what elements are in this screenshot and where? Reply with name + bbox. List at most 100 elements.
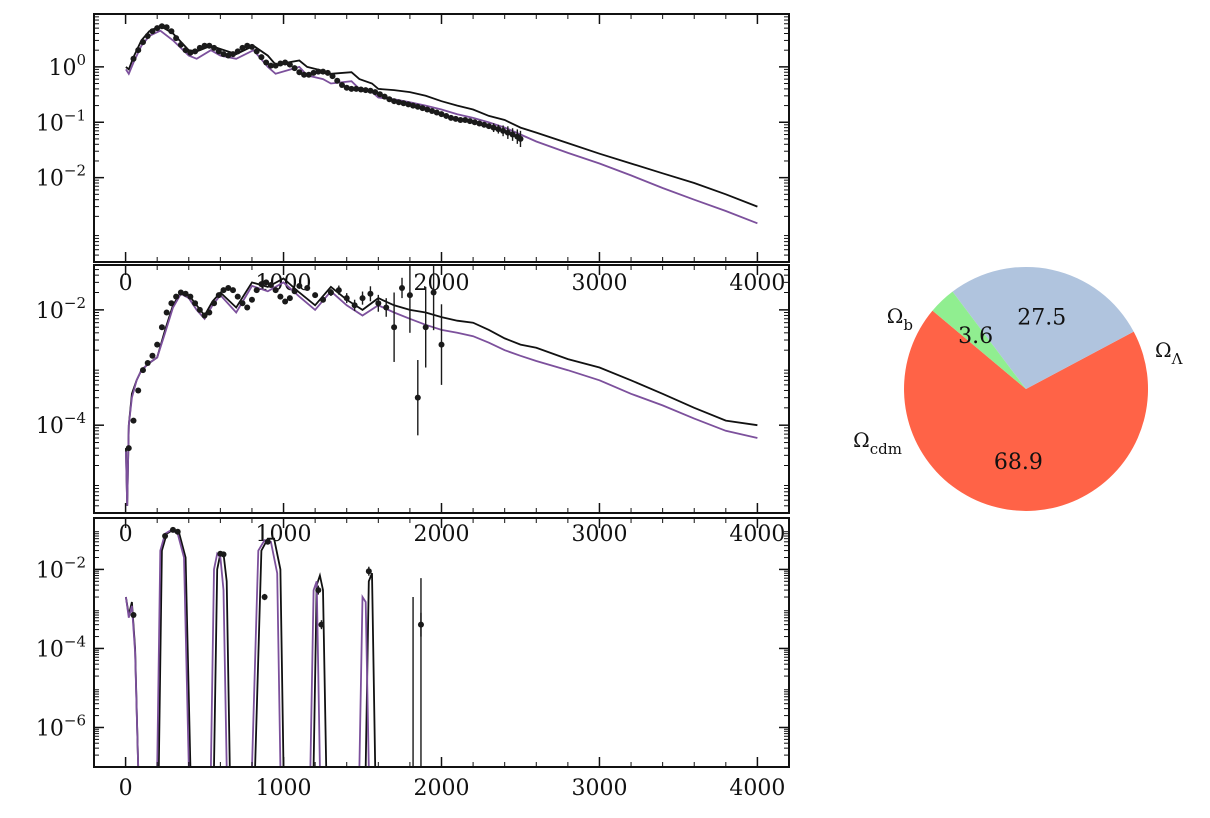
data-point (414, 103, 421, 110)
data-point (135, 47, 142, 54)
data-point (383, 304, 390, 311)
axes-frame (93, 264, 790, 514)
data-point (248, 43, 255, 50)
data-point (462, 116, 469, 123)
series-line-model_black (125, 528, 377, 767)
data-point (406, 292, 413, 299)
data-point (139, 367, 146, 374)
data-point (192, 300, 199, 307)
data-point (365, 568, 372, 575)
data-point (277, 293, 284, 300)
data-point (253, 287, 260, 294)
data-point (452, 115, 459, 122)
data-point (177, 289, 184, 296)
data-point (267, 281, 274, 288)
x-tick-label: 4000 (729, 271, 785, 296)
plot-area (125, 23, 758, 225)
data-point (149, 352, 156, 359)
data-point (154, 25, 161, 32)
data-point (400, 100, 407, 107)
data-point (485, 123, 492, 130)
data-point (329, 73, 336, 80)
data-point (376, 91, 383, 98)
data-point (481, 121, 488, 128)
pie-slice-label: Ωcdm (853, 428, 902, 458)
data-point (139, 39, 146, 46)
y-tick-label: 10−1 (36, 106, 86, 136)
data-point (457, 116, 464, 123)
data-point (130, 55, 137, 62)
panel-bottom: 0 1000 2000 3000 4000 10−2 10−4 10−6 (36, 517, 790, 801)
series-line-model_purple (125, 29, 758, 225)
data-point (438, 111, 445, 118)
data-point (220, 551, 227, 558)
data-point (173, 35, 180, 42)
data-point (405, 101, 412, 108)
data-point (196, 44, 203, 51)
data-point (334, 77, 341, 84)
data-point (291, 65, 298, 72)
data-point (263, 59, 270, 66)
data-point (230, 287, 236, 294)
x-tick-label: 3000 (571, 776, 627, 801)
data-point (320, 68, 327, 75)
data-point (357, 86, 364, 93)
data-point (130, 417, 137, 424)
data-point (215, 292, 222, 299)
data-point (504, 129, 511, 136)
data-point (211, 44, 218, 51)
x-tick-label: 0 (119, 776, 133, 801)
data-point (447, 114, 454, 121)
pie-value-label: 27.5 (1017, 306, 1066, 331)
x-tick-label: 3000 (571, 271, 627, 296)
y-tick-label: 100 (48, 51, 86, 81)
data-point (395, 99, 402, 106)
data-point (286, 61, 293, 68)
data-point (471, 119, 478, 126)
data-point (509, 131, 516, 138)
data-point (414, 394, 421, 401)
data-point (244, 42, 251, 49)
data-point (206, 309, 213, 316)
data-point (158, 23, 165, 30)
x-tick-label: 1000 (256, 776, 312, 801)
data-point (466, 118, 473, 125)
data-point (272, 62, 279, 69)
series-line-model_purple (125, 281, 758, 506)
data-point (367, 87, 374, 94)
data-point (130, 612, 137, 619)
data-point (187, 293, 194, 300)
data-point (375, 300, 382, 307)
data-point (424, 106, 431, 113)
data-point (182, 47, 189, 54)
x-tick-label: 0 (119, 522, 133, 547)
data-point (438, 341, 445, 348)
data-point (220, 51, 227, 58)
data-point (201, 312, 208, 319)
data-point (196, 306, 203, 313)
data-point (144, 359, 151, 366)
data-point (310, 69, 317, 76)
pie-slice-label: ΩΛ (1155, 338, 1183, 368)
data-point (239, 44, 246, 51)
data-point (125, 445, 132, 452)
data-point (433, 109, 440, 116)
data-point (430, 289, 437, 296)
y-tick-label: 10−4 (36, 632, 86, 662)
data-point (149, 28, 156, 35)
data-point (320, 296, 327, 303)
data-point (343, 295, 350, 302)
data-point (174, 528, 181, 535)
data-point (168, 300, 175, 307)
data-point (234, 293, 241, 300)
data-point (443, 112, 450, 119)
data-point (305, 71, 312, 78)
data-point (201, 42, 208, 49)
data-point (296, 69, 303, 76)
data-point (135, 387, 142, 394)
data-point (154, 341, 161, 348)
data-point (391, 98, 398, 105)
data-point (500, 127, 507, 134)
